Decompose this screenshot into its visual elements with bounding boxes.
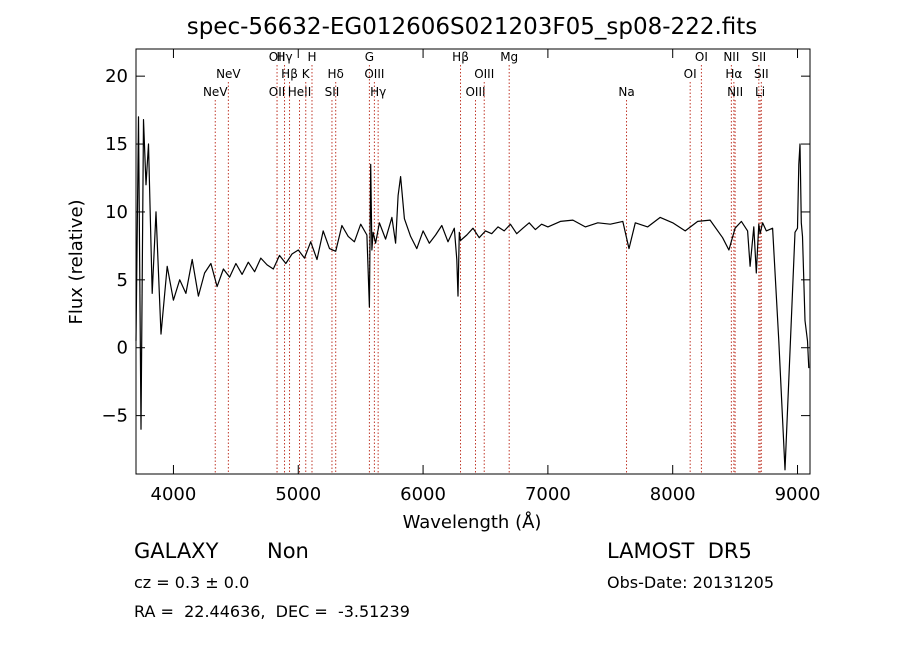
y-tick-label: −5 — [101, 406, 128, 427]
emission-line-label: Hβ — [452, 50, 469, 64]
emission-line-label: NII — [727, 85, 743, 99]
emission-line-label: OI — [695, 50, 708, 64]
spectrum-line — [135, 116, 810, 471]
emission-line-label: Hδ — [328, 67, 344, 81]
spectrum-series — [135, 116, 810, 471]
emission-line-label: SII — [754, 67, 769, 81]
chart-title: spec-56632-EG012606S021203F05_sp08-222.f… — [187, 14, 758, 40]
emission-line-label: OIII — [364, 67, 384, 81]
emission-line-label: NII — [723, 50, 739, 64]
emission-line-label: H — [307, 50, 316, 64]
emission-line-label: Hβ — [281, 67, 298, 81]
plot-frame — [135, 48, 811, 475]
y-tick-label: 20 — [105, 66, 128, 87]
object-subclass: Non — [267, 539, 309, 563]
y-tick-label: 15 — [105, 134, 128, 155]
x-tick-label: 8000 — [650, 484, 696, 505]
emission-line-label: Hγ — [370, 85, 386, 99]
x-tick-label: 5000 — [275, 484, 321, 505]
emission-line-markers: NeVNeVOIIOIIHγHβHeIIKHSIIHδGOIIIHγHβOIII… — [203, 50, 769, 474]
x-tick-label: 9000 — [775, 484, 821, 505]
y-tick-label: 5 — [117, 270, 128, 291]
emission-line-label: SII — [751, 50, 766, 64]
y-tick-label: 0 — [117, 338, 128, 359]
emission-line-label: NeV — [216, 67, 241, 81]
x-axis-ticks: 4000 5000 6000 7000 8000 9000 — [151, 49, 821, 505]
x-tick-label: 7000 — [525, 484, 571, 505]
emission-line-label: OIII — [474, 67, 494, 81]
emission-line-label: G — [365, 50, 374, 64]
ra-dec-line: RA = 22.44636, DEC = -3.51239 — [134, 602, 410, 621]
emission-line-label: OII — [269, 85, 286, 99]
emission-line-label: NeV — [203, 85, 228, 99]
y-axis-ticks: −5 0 5 10 15 20 — [101, 66, 810, 427]
emission-line-label: K — [302, 67, 311, 81]
emission-line-label: Hα — [725, 67, 742, 81]
x-tick-label: 6000 — [400, 484, 446, 505]
emission-line-label: SII — [325, 85, 340, 99]
emission-line-label: Hγ — [276, 50, 292, 64]
emission-line-label: Mg — [500, 50, 518, 64]
emission-line-label: OI — [684, 67, 697, 81]
emission-line-label: OII — [269, 50, 286, 64]
emission-line-label: OIII — [465, 85, 485, 99]
emission-line-label: Na — [618, 85, 634, 99]
object-class: GALAXY — [134, 539, 219, 563]
emission-line-label: HeII — [288, 85, 311, 99]
y-axis-label: Flux (relative) — [66, 199, 87, 324]
survey-name: LAMOST DR5 — [607, 539, 752, 563]
x-axis-label: Wavelength (Å) — [403, 511, 542, 533]
y-tick-label: 10 — [105, 202, 128, 223]
obs-date: Obs-Date: 20131205 — [607, 573, 775, 592]
emission-line-label: Li — [755, 85, 765, 99]
redshift-line: cz = 0.3 ± 0.0 — [134, 573, 250, 592]
x-tick-label: 4000 — [151, 484, 197, 505]
